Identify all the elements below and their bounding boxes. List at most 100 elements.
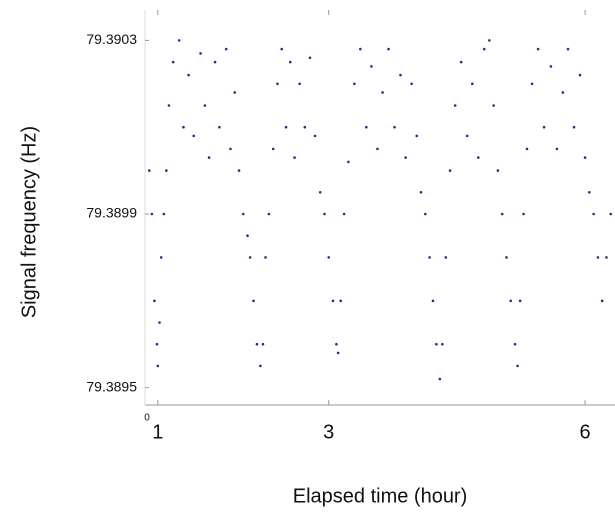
point [488,39,491,42]
point [323,212,326,216]
point [600,299,604,303]
point [578,73,582,77]
point [359,47,362,51]
point [542,125,546,129]
point [596,256,600,259]
point [509,299,513,303]
point [431,299,435,303]
point [203,104,207,107]
point [592,212,595,216]
point [264,256,267,259]
point [588,191,591,194]
point [237,169,241,172]
point [393,125,396,129]
point [288,60,292,64]
point [522,212,525,216]
point [276,82,279,86]
point [404,156,407,159]
point [162,212,166,216]
point [241,212,245,216]
point [428,256,431,259]
point [339,299,342,303]
point [150,212,154,216]
point [465,134,469,138]
point [229,147,232,151]
x-tick-label: 1 [152,421,163,443]
y-tick-label: 79.3903 [86,31,137,47]
point [259,364,262,368]
point [444,256,448,259]
x-tick-label: 6 [580,421,591,443]
point [284,125,288,129]
point [365,125,368,129]
point [605,256,608,259]
point [513,342,517,346]
point [182,125,185,129]
point [313,134,317,138]
point [187,73,190,77]
point [156,364,160,368]
point [516,364,519,368]
point [448,169,452,172]
point [165,169,168,172]
point [147,169,151,172]
point [207,156,211,159]
point [387,47,390,51]
point [536,47,540,51]
corner-label: 0 [144,413,150,424]
point [609,212,613,216]
y-axis-label: Signal frequency (Hz) [18,126,40,318]
point [336,351,340,355]
point [293,156,296,159]
point [199,52,202,55]
point [327,256,331,259]
point [492,104,495,107]
point [233,91,237,94]
point [419,191,423,194]
point [303,125,307,129]
point [518,299,522,303]
point [192,134,196,138]
point [213,60,217,64]
point [261,342,265,346]
point [572,125,576,129]
point [525,147,529,151]
point [470,82,474,86]
point [158,321,161,324]
point [453,104,457,107]
point [435,342,438,346]
point [153,299,156,303]
point [423,212,427,216]
x-axis-label: Elapsed time (hour) [293,485,468,507]
point [555,147,559,151]
point [415,134,419,138]
point [218,125,221,129]
point [177,39,181,42]
point [159,256,163,259]
point [459,60,463,64]
point [155,342,159,346]
point [476,156,480,159]
point [331,299,335,303]
point [583,156,587,159]
point [335,342,338,346]
point [167,104,171,107]
point [370,65,373,68]
point [342,212,346,216]
point [438,377,442,381]
point [561,91,565,94]
point [410,82,413,86]
point [530,82,534,86]
point [496,169,500,172]
point [399,73,402,77]
point [248,256,252,259]
point [280,47,284,51]
point [271,147,275,151]
point [347,160,350,164]
point [224,47,228,51]
point [482,47,486,51]
point [500,212,504,216]
point [298,82,301,86]
point [566,47,570,51]
